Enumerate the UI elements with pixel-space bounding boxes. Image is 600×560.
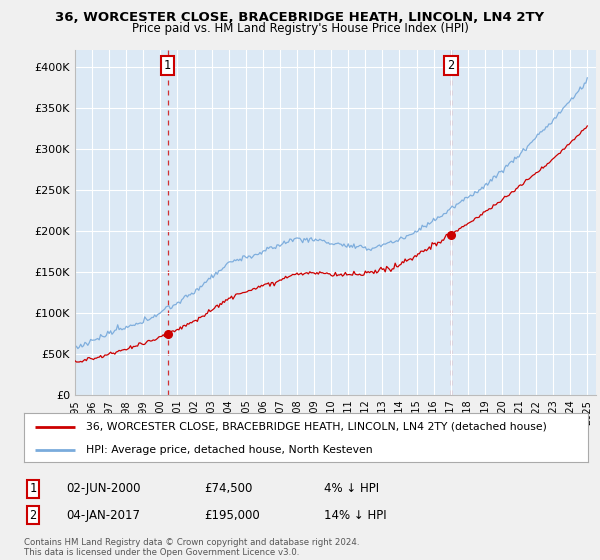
Text: HPI: Average price, detached house, North Kesteven: HPI: Average price, detached house, Nort… [86,445,373,455]
Text: 36, WORCESTER CLOSE, BRACEBRIDGE HEATH, LINCOLN, LN4 2TY (detached house): 36, WORCESTER CLOSE, BRACEBRIDGE HEATH, … [86,422,547,432]
Text: Contains HM Land Registry data © Crown copyright and database right 2024.
This d: Contains HM Land Registry data © Crown c… [24,538,359,557]
Text: £74,500: £74,500 [204,482,253,496]
Text: Price paid vs. HM Land Registry's House Price Index (HPI): Price paid vs. HM Land Registry's House … [131,22,469,35]
Text: 04-JAN-2017: 04-JAN-2017 [66,508,140,522]
Text: 2: 2 [29,508,37,522]
Text: £195,000: £195,000 [204,508,260,522]
Text: 02-JUN-2000: 02-JUN-2000 [66,482,140,496]
Text: 14% ↓ HPI: 14% ↓ HPI [324,508,386,522]
Text: 1: 1 [29,482,37,496]
Text: 4% ↓ HPI: 4% ↓ HPI [324,482,379,496]
Text: 1: 1 [164,59,171,72]
Text: 36, WORCESTER CLOSE, BRACEBRIDGE HEATH, LINCOLN, LN4 2TY: 36, WORCESTER CLOSE, BRACEBRIDGE HEATH, … [55,11,545,24]
Text: 2: 2 [447,59,454,72]
